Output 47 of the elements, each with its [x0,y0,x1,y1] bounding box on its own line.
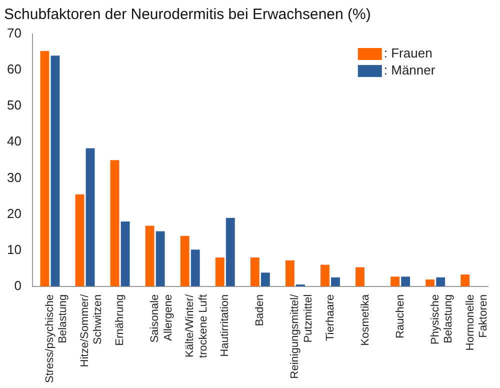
legend-label: : Frauen [384,46,432,61]
bar [390,276,400,286]
y-tick-label: 60 [6,62,22,77]
x-tick-label: Hormonelle Faktoren [464,294,490,351]
bar [250,258,260,286]
bar [215,258,224,286]
bar [156,231,165,286]
legend-label: : Männer [384,62,436,78]
x-tick-label: Stress/psychische Belastung [44,294,70,384]
bar [145,226,154,286]
x-tick-label: Kosmetika [359,293,372,346]
bar [86,148,95,286]
bar [285,260,294,286]
chart-title: Schubfaktoren der Neurodermitis bei Erwachsenen (%) [4,6,371,24]
x-tick-label: Ernährung [114,294,126,346]
bar [75,194,84,286]
bar [320,264,330,286]
bar [180,236,190,286]
y-tick-label: 20 [6,206,22,221]
bar [401,276,410,286]
x-tick-label: Physische Belastung [429,294,455,344]
y-tick-label: 30 [6,170,22,185]
y-tick-label: 0 [14,278,22,293]
bar [226,218,235,286]
bar [120,221,130,286]
bar [110,160,120,286]
x-tick-label: Reinigungsmittel/ Putzmittel [289,293,314,379]
bar [436,277,446,286]
x-tick-label: Baden [254,294,266,326]
x-tick-label: Kälte/Winter/ trockene Luft [184,293,210,358]
bar [426,280,435,286]
x-tick-label: Saisonale Allergene [149,294,174,343]
x-tick-label: Hitze/Sommer/ Schwitzen [79,293,104,368]
y-tick-label: 70 [6,26,22,41]
x-tick-label: Hautirritation [219,294,232,357]
x-tick-label: Rauchen [394,294,406,338]
bar [356,267,364,286]
bar [331,277,340,286]
bar [50,56,60,286]
bar [190,250,200,286]
y-tick-label: 50 [6,98,22,113]
bar [260,272,270,286]
y-tick-label: 40 [6,134,22,149]
bar [40,50,50,286]
y-tick-label: 10 [6,242,22,257]
bar [460,274,470,286]
x-tick-label: Tierhaare [324,294,336,342]
